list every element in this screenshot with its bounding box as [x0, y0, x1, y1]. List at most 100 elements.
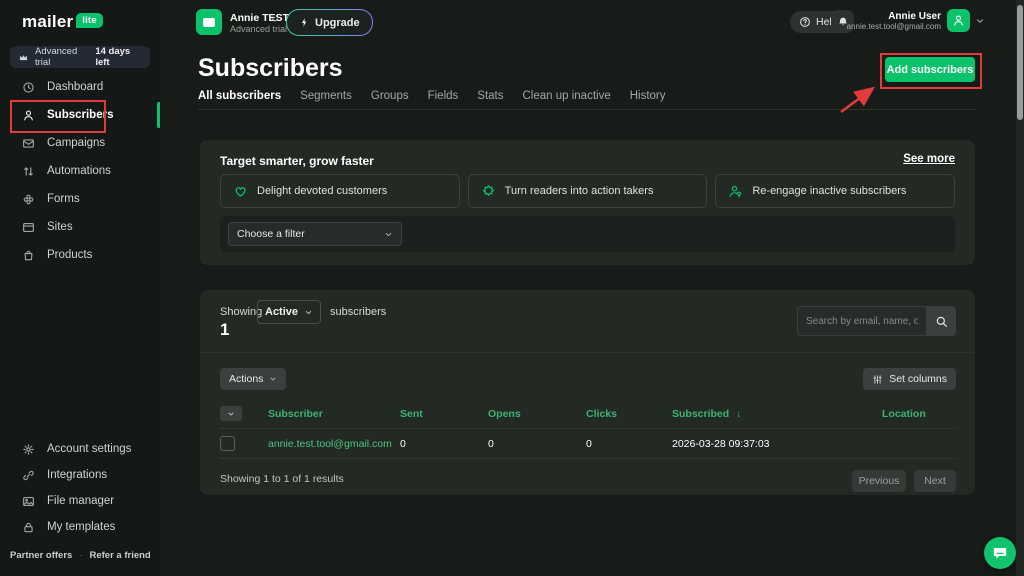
tab-segments[interactable]: Segments [300, 90, 352, 102]
promo-card-delight[interactable]: Delight devoted customers [220, 174, 460, 208]
chevron-down-icon [227, 410, 235, 418]
upgrade-button[interactable]: Upgrade [286, 9, 373, 36]
sidebar-item-label: My templates [47, 521, 116, 533]
promo-title: Target smarter, grow faster [220, 154, 374, 168]
promo-card-re-engage[interactable]: Re-engage inactive subscribers [715, 174, 956, 208]
search-icon [935, 315, 948, 328]
column-header-label: Subscribed [672, 408, 730, 420]
sidebar-item-campaigns[interactable]: Campaigns [0, 129, 160, 157]
chevron-down-icon [304, 308, 313, 317]
sidebar-item-forms[interactable]: Forms [0, 185, 160, 213]
user-info: Annie User annie.test.tool@gmail.com [811, 11, 941, 32]
tab-stats[interactable]: Stats [477, 90, 504, 102]
chevron-down-icon [269, 375, 277, 383]
column-header-opens[interactable]: Opens [488, 408, 521, 420]
sidebar-item-integrations[interactable]: Integrations [0, 462, 160, 488]
table-header-divider [220, 428, 956, 429]
brand-logo[interactable]: mailer lite [22, 12, 103, 32]
search-input[interactable] [797, 306, 926, 336]
gear-icon [22, 443, 35, 456]
tab-fields[interactable]: Fields [427, 90, 459, 102]
clock-icon [22, 81, 35, 94]
cell-sent: 0 [400, 438, 406, 450]
envelope-icon [22, 137, 35, 150]
cell-subscribed: 2026-03-28 09:37:03 [672, 438, 770, 450]
column-header-sent[interactable]: Sent [400, 408, 423, 420]
user-name: Annie User [888, 11, 941, 22]
status-filter-value: Active [265, 306, 299, 318]
lock-icon [22, 521, 35, 534]
column-header-location[interactable]: Location [882, 408, 926, 420]
set-columns-button[interactable]: Set columns [863, 368, 956, 390]
brand-name: mailer [22, 12, 74, 31]
status-filter-dropdown[interactable]: Active [257, 300, 322, 324]
chevron-down-icon [384, 230, 393, 239]
trial-remaining: 14 days left [95, 46, 131, 68]
sidebar-footer: Partner offers · Refer a friend [10, 550, 151, 561]
star-badge-icon [481, 184, 496, 199]
column-header-subscribed[interactable]: Subscribed ↓ [672, 408, 741, 420]
see-more-link[interactable]: See more [903, 153, 955, 165]
sidebar-item-label: Sites [47, 221, 73, 233]
sidebar-item-my-templates[interactable]: My templates [0, 514, 160, 540]
select-all-dropdown[interactable] [220, 406, 242, 421]
notifications-button[interactable] [831, 10, 854, 33]
previous-button[interactable]: Previous [852, 470, 906, 492]
subscriber-list-panel: Showing Active subscribers 1 Actions Set… [200, 290, 975, 495]
scrollbar-track[interactable] [1016, 0, 1024, 576]
promo-card-label: Delight devoted customers [257, 185, 388, 197]
tab-groups[interactable]: Groups [370, 90, 409, 102]
tab-all-subscribers[interactable]: All subscribers [198, 90, 282, 102]
column-header-clicks[interactable]: Clicks [586, 408, 617, 420]
cell-clicks: 0 [586, 438, 592, 450]
partner-offers-link[interactable]: Partner offers [10, 550, 73, 561]
subscribers-word: subscribers [330, 306, 387, 318]
user-avatar[interactable] [947, 9, 970, 32]
results-summary: Showing 1 to 1 of 1 results [220, 473, 344, 485]
browser-window-icon [22, 221, 35, 234]
sort-desc-icon: ↓ [736, 408, 742, 420]
choose-filter-dropdown[interactable]: Choose a filter [228, 222, 402, 246]
tab-history[interactable]: History [629, 90, 666, 102]
next-button[interactable]: Next [914, 470, 956, 492]
sidebar-item-products[interactable]: Products [0, 241, 160, 269]
lightning-bolt-icon [299, 17, 310, 28]
row-checkbox[interactable] [220, 436, 235, 451]
sidebar-item-label: Subscribers [47, 109, 114, 121]
scrollbar-thumb[interactable] [1017, 5, 1023, 120]
set-columns-label: Set columns [889, 373, 947, 385]
trial-label: Advanced trial [35, 46, 78, 68]
workspace-avatar[interactable] [196, 9, 222, 35]
tab-clean-up-inactive[interactable]: Clean up inactive [522, 90, 611, 102]
sidebar-item-label: Dashboard [47, 81, 104, 93]
sidebar-item-account-settings[interactable]: Account settings [0, 436, 160, 462]
subscriber-count: 1 [220, 320, 230, 339]
subscriber-email-link[interactable]: annie.test.tool@gmail.com [268, 438, 392, 450]
upgrade-label: Upgrade [315, 16, 360, 29]
add-subscribers-button[interactable]: Add subscribers [885, 57, 975, 82]
search-button[interactable] [926, 306, 956, 336]
sidebar-item-dashboard[interactable]: Dashboard [0, 73, 160, 101]
promo-card-label: Re-engage inactive subscribers [752, 185, 907, 197]
person-icon [952, 14, 965, 27]
user-menu-chevron-down-icon[interactable] [975, 16, 985, 26]
sidebar-bottom-nav: Account settings Integrations File manag… [0, 436, 160, 540]
promo-cards: Delight devoted customers Turn readers i… [220, 174, 956, 208]
workspace-chevron-down-icon[interactable] [270, 15, 280, 25]
active-indicator [157, 102, 160, 128]
filter-strip: Choose a filter [220, 216, 955, 252]
sidebar-item-automations[interactable]: Automations [0, 157, 160, 185]
search-group [797, 306, 956, 336]
sidebar-item-file-manager[interactable]: File manager [0, 488, 160, 514]
chain-link-icon [22, 469, 35, 482]
trial-status-pill[interactable]: Advanced trial 14 days left [10, 46, 150, 68]
sidebar-item-subscribers[interactable]: Subscribers [0, 101, 160, 129]
refer-a-friend-link[interactable]: Refer a friend [89, 550, 151, 561]
person-pin-icon [728, 184, 743, 199]
column-header-subscriber[interactable]: Subscriber [268, 408, 323, 420]
chat-widget-button[interactable] [984, 537, 1016, 569]
promo-card-action-takers[interactable]: Turn readers into action takers [467, 174, 708, 208]
sidebar-item-sites[interactable]: Sites [0, 213, 160, 241]
actions-button[interactable]: Actions [220, 368, 287, 390]
